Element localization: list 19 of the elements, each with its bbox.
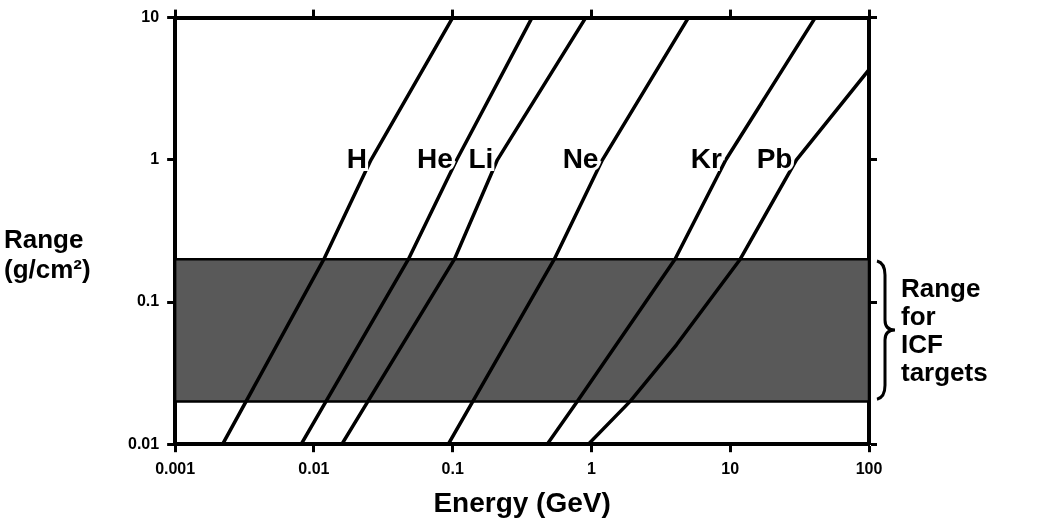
x-tick-label: 0.1 [441, 460, 464, 478]
series-label: He [416, 142, 453, 174]
y-tick-label: 0.1 [136, 292, 160, 310]
series-label: H [346, 142, 368, 174]
x-tick-label: 0.001 [155, 460, 196, 478]
series-label: Pb [756, 142, 793, 174]
x-axis-title: Energy (GeV) [433, 486, 611, 518]
x-tick-label: 10 [721, 460, 740, 478]
series-label: Ne [562, 142, 599, 174]
series-label: Li [468, 142, 494, 174]
x-tick-label: 1 [587, 460, 596, 478]
x-tick-label: 0.01 [298, 460, 330, 478]
y-tick-label: 1 [150, 150, 160, 168]
y-axis-title: Range (g/cm²) [4, 224, 91, 284]
y-tick-label: 10 [141, 8, 160, 26]
x-tick-label: 100 [855, 460, 883, 478]
series-label: Kr [690, 142, 722, 174]
y-tick-label: 0.01 [128, 434, 160, 452]
band-label: Range for ICF targets [901, 273, 988, 388]
